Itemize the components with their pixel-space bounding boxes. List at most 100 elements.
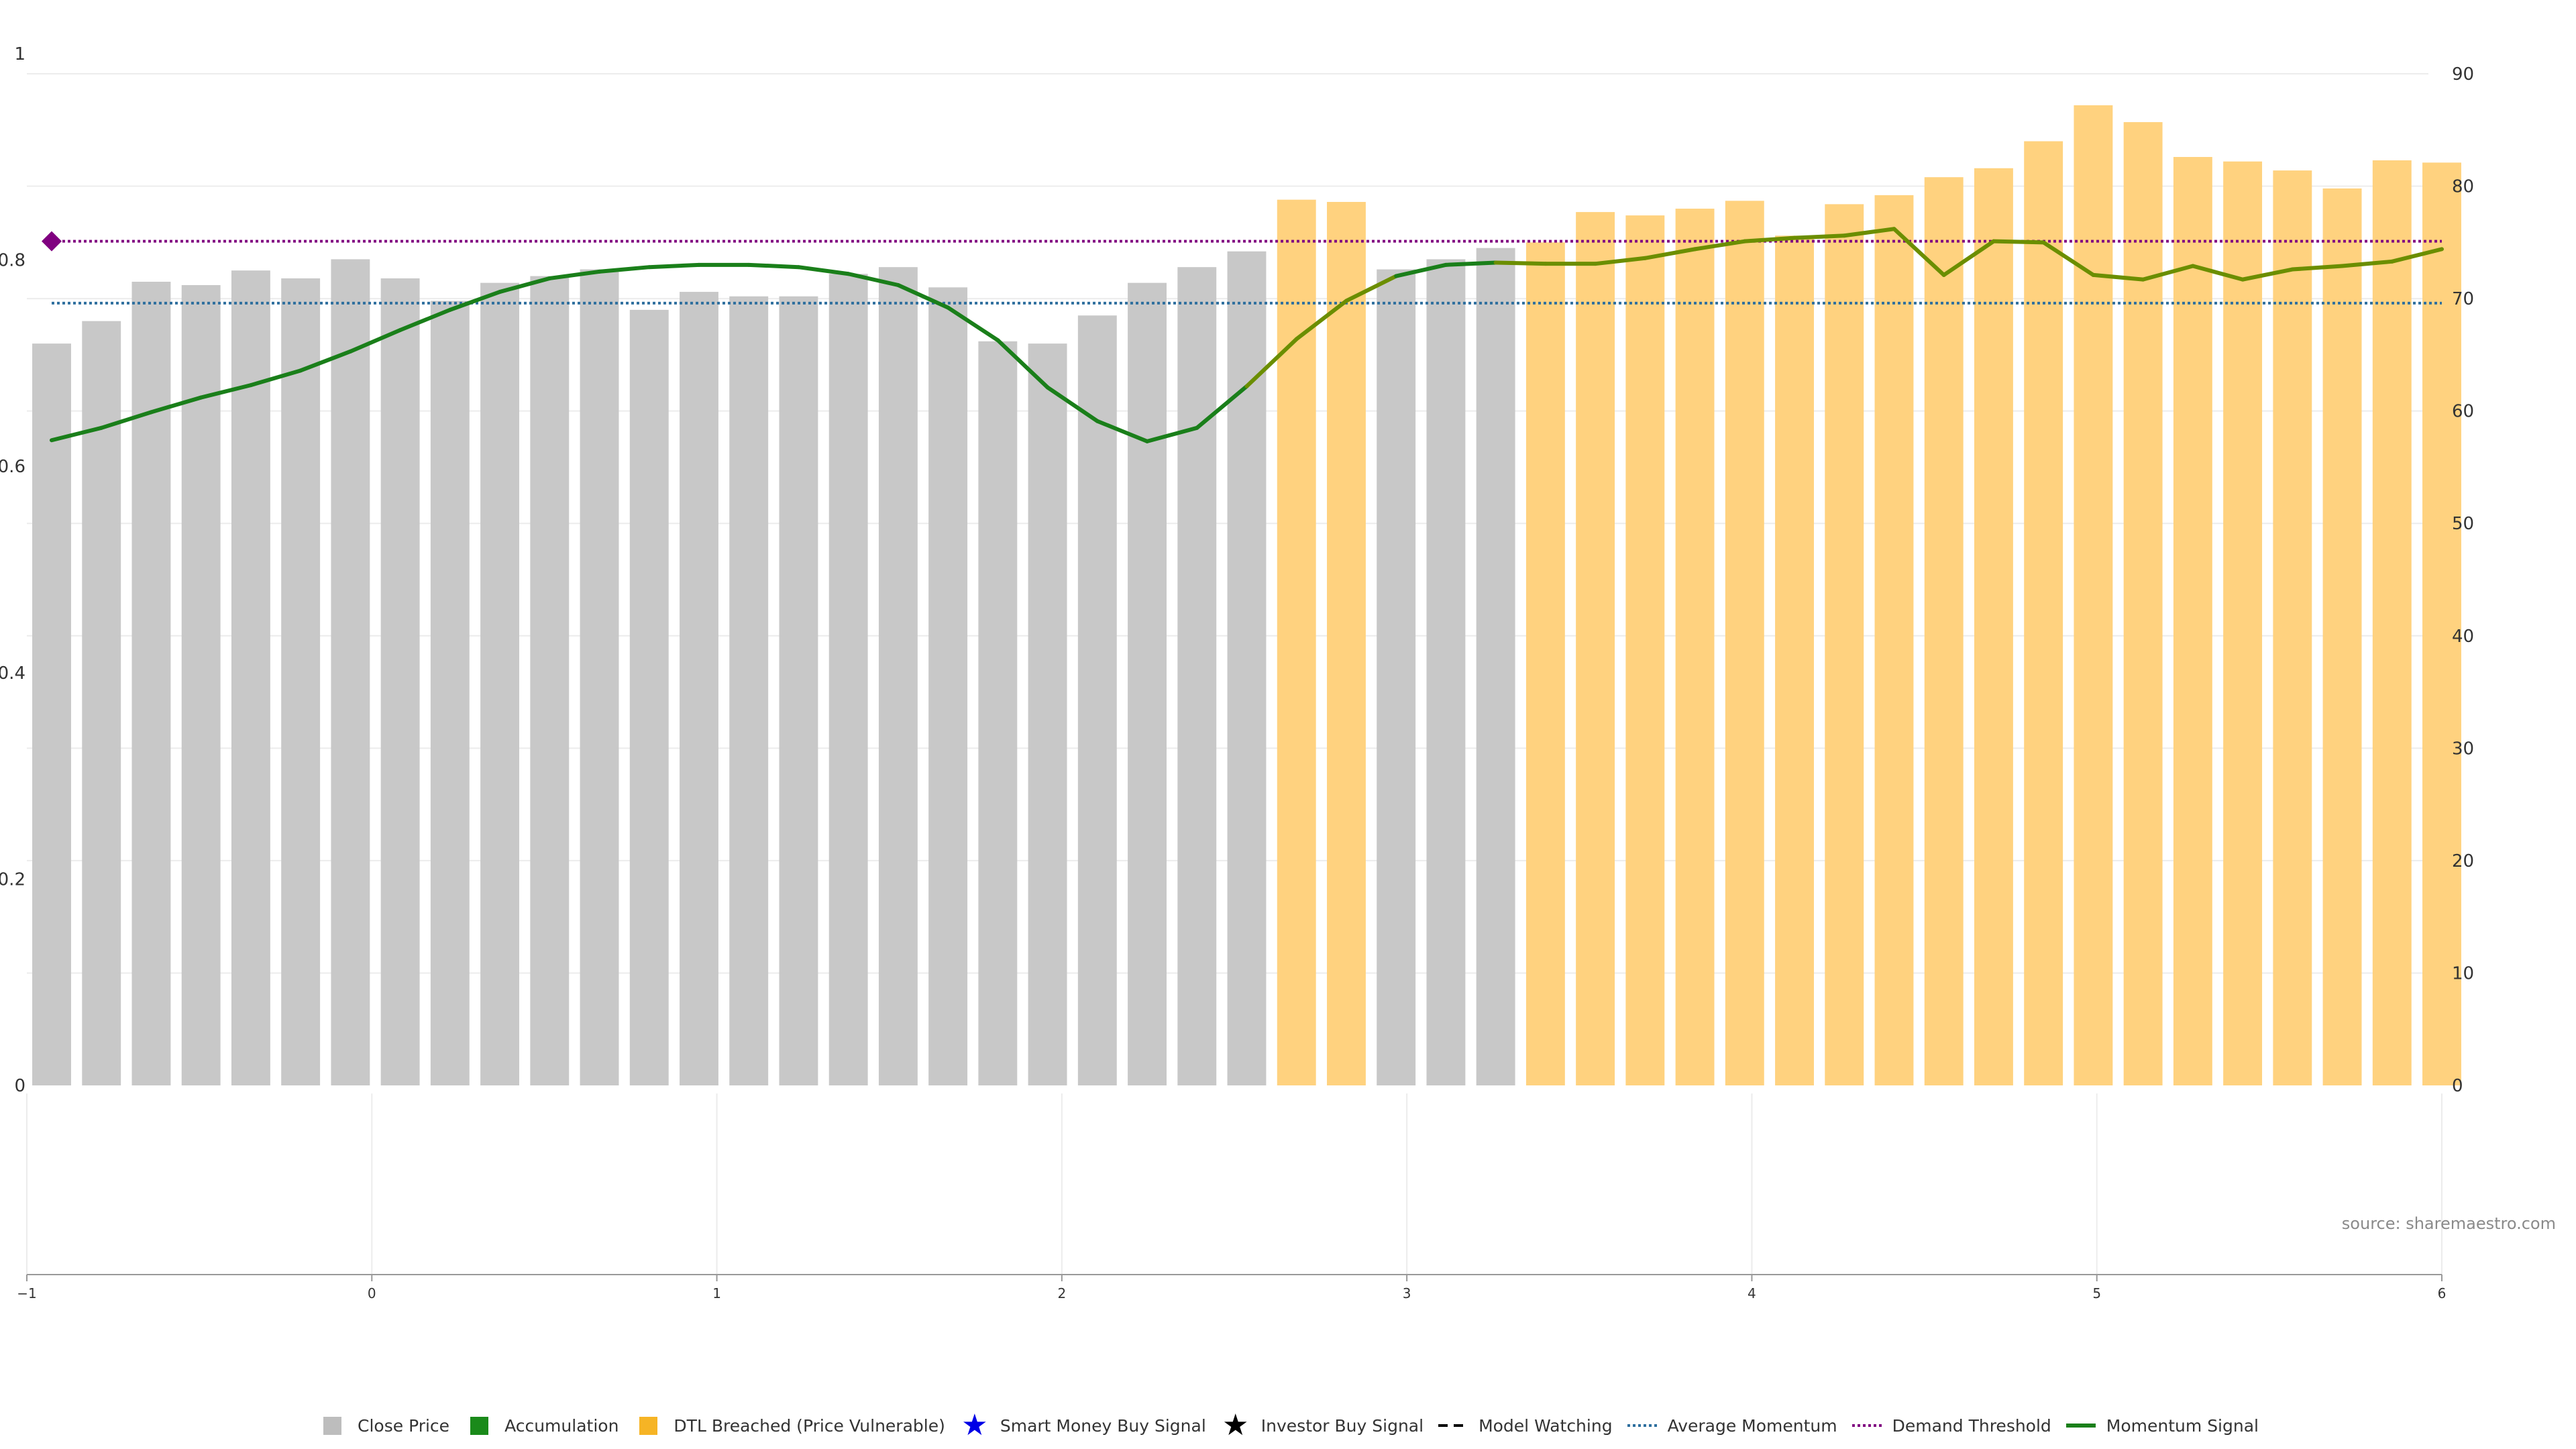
left-tick-label: 1: [14, 44, 25, 64]
momentum-segment: [1742, 235, 1797, 244]
momentum-segment: [647, 262, 701, 270]
momentum-segment: [2091, 272, 2145, 282]
solid-line-icon: [2065, 1415, 2096, 1436]
momentum-segment: [199, 383, 253, 400]
momentum-segment: [747, 262, 801, 270]
momentum-segment: [99, 410, 154, 430]
right-tick-label: 50: [2452, 514, 2474, 534]
legend-label: Smart Money Buy Signal: [1000, 1415, 1206, 1436]
close-bar: [1426, 259, 1466, 1085]
momentum-segment: [1842, 227, 1896, 238]
momentum-segment: [597, 265, 651, 274]
close-bar: [629, 309, 669, 1085]
dtl-bar: [1874, 195, 1914, 1086]
dtl-bar: [1775, 235, 1814, 1085]
legend-label: Demand Threshold: [1892, 1415, 2051, 1436]
momentum-line: [50, 227, 2444, 443]
dtl-bar: [1525, 242, 1565, 1085]
dtl-bar: [2074, 105, 2113, 1086]
momentum-segment: [547, 269, 602, 280]
x-tick-label: 1: [712, 1285, 721, 1301]
right-tick-label: 30: [2452, 739, 2474, 759]
legend-label: Average Momentum: [1667, 1415, 1837, 1436]
dtl-bar: [2322, 188, 2362, 1085]
legend: Close Price Accumulation DTL Breached (P…: [0, 1408, 2576, 1442]
black-star-icon: ★: [1222, 1408, 1249, 1442]
x-tick-label: 4: [1748, 1285, 1756, 1301]
momentum-segment: [1593, 256, 1648, 266]
momentum-segment: [1643, 247, 1697, 260]
dtl-bar: [2024, 141, 2063, 1086]
close-bar: [928, 287, 968, 1085]
close-bar: [779, 296, 818, 1085]
legend-label: DTL Breached (Price Vulnerable): [674, 1415, 945, 1436]
dtl-bar: [1974, 168, 2013, 1085]
momentum-segment: [1294, 299, 1348, 341]
right-tick-label: 70: [2452, 289, 2474, 309]
close-bar: [181, 285, 221, 1086]
x-tick-label: 2: [1057, 1285, 1066, 1301]
momentum-segment: [1444, 260, 1498, 267]
close-bar: [82, 321, 121, 1086]
close-bar: [380, 278, 420, 1085]
right-tick-label: 90: [2452, 64, 2474, 85]
close-bar: [828, 274, 868, 1085]
momentum-segment: [1892, 227, 1946, 277]
close-bar: [1128, 282, 1167, 1085]
momentum-segment: [2041, 240, 2096, 277]
orange-square-icon: [633, 1415, 663, 1436]
momentum-segment: [2141, 264, 2195, 282]
momentum-segment: [1344, 274, 1399, 303]
threshold-marker: [42, 231, 62, 252]
momentum-segment: [299, 349, 353, 373]
momentum-segment: [1792, 233, 1847, 240]
dtl-bar: [1924, 177, 1964, 1085]
momentum-segment: [1145, 425, 1199, 443]
close-bar: [1377, 269, 1416, 1086]
momentum-segment: [1693, 239, 1747, 252]
close-bar: [729, 296, 769, 1085]
dtl-bar: [2123, 122, 2163, 1086]
momentum-segment: [1195, 384, 1249, 430]
left-tick-label: 0.2: [0, 869, 25, 890]
x-tick-label: 3: [1403, 1285, 1411, 1301]
dtl-bar: [2372, 160, 2412, 1085]
legend-label: Investor Buy Signal: [1260, 1415, 1424, 1436]
dtl-bar: [2173, 156, 2212, 1086]
momentum-segment: [896, 283, 951, 310]
momentum-segment: [1941, 239, 1996, 277]
right-tick-label: 40: [2452, 627, 2474, 647]
legend-item-accumulation: Accumulation: [464, 1415, 619, 1436]
momentum-segment: [149, 395, 203, 415]
momentum-segment: [248, 368, 303, 388]
close-bar: [430, 301, 470, 1086]
momentum-segment: [2340, 259, 2394, 268]
x-tick-label: −1: [17, 1285, 36, 1301]
legend-label: Close Price: [358, 1415, 450, 1436]
momentum-segment: [2390, 247, 2444, 264]
legend-item-demand-threshold: Demand Threshold: [1851, 1415, 2051, 1436]
source-label: source: sharemaestro.com: [2341, 1214, 2556, 1233]
left-tick-label: 0.4: [0, 663, 25, 684]
momentum-segment: [1095, 419, 1150, 443]
green-square-icon: [464, 1415, 494, 1436]
dtl-bar: [1277, 199, 1316, 1085]
right-axis: 0 10 20 30 40 50 60 70 80 90: [2452, 64, 2474, 1096]
legend-item-close-price: Close Price: [317, 1415, 449, 1436]
dtl-bar: [1825, 204, 1864, 1085]
dashed-line-icon: [1438, 1415, 1468, 1436]
momentum-segment: [50, 425, 104, 443]
close-bar: [32, 343, 71, 1086]
right-tick-label: 10: [2452, 963, 2474, 983]
momentum-segment: [996, 338, 1050, 390]
legend-label: Model Watching: [1479, 1415, 1613, 1436]
momentum-segment: [1493, 260, 1548, 266]
legend-item-model-watching: Model Watching: [1438, 1415, 1613, 1436]
dtl-bar: [2273, 170, 2312, 1085]
momentum-segment: [1045, 385, 1099, 423]
legend-item-smart-money: ★ Smart Money Buy Signal: [960, 1408, 1206, 1442]
dtl-bar: [1725, 201, 1764, 1085]
blue-star-icon: ★: [961, 1408, 988, 1442]
momentum-segment: [946, 305, 1000, 343]
dtl-bar: [2223, 161, 2263, 1085]
